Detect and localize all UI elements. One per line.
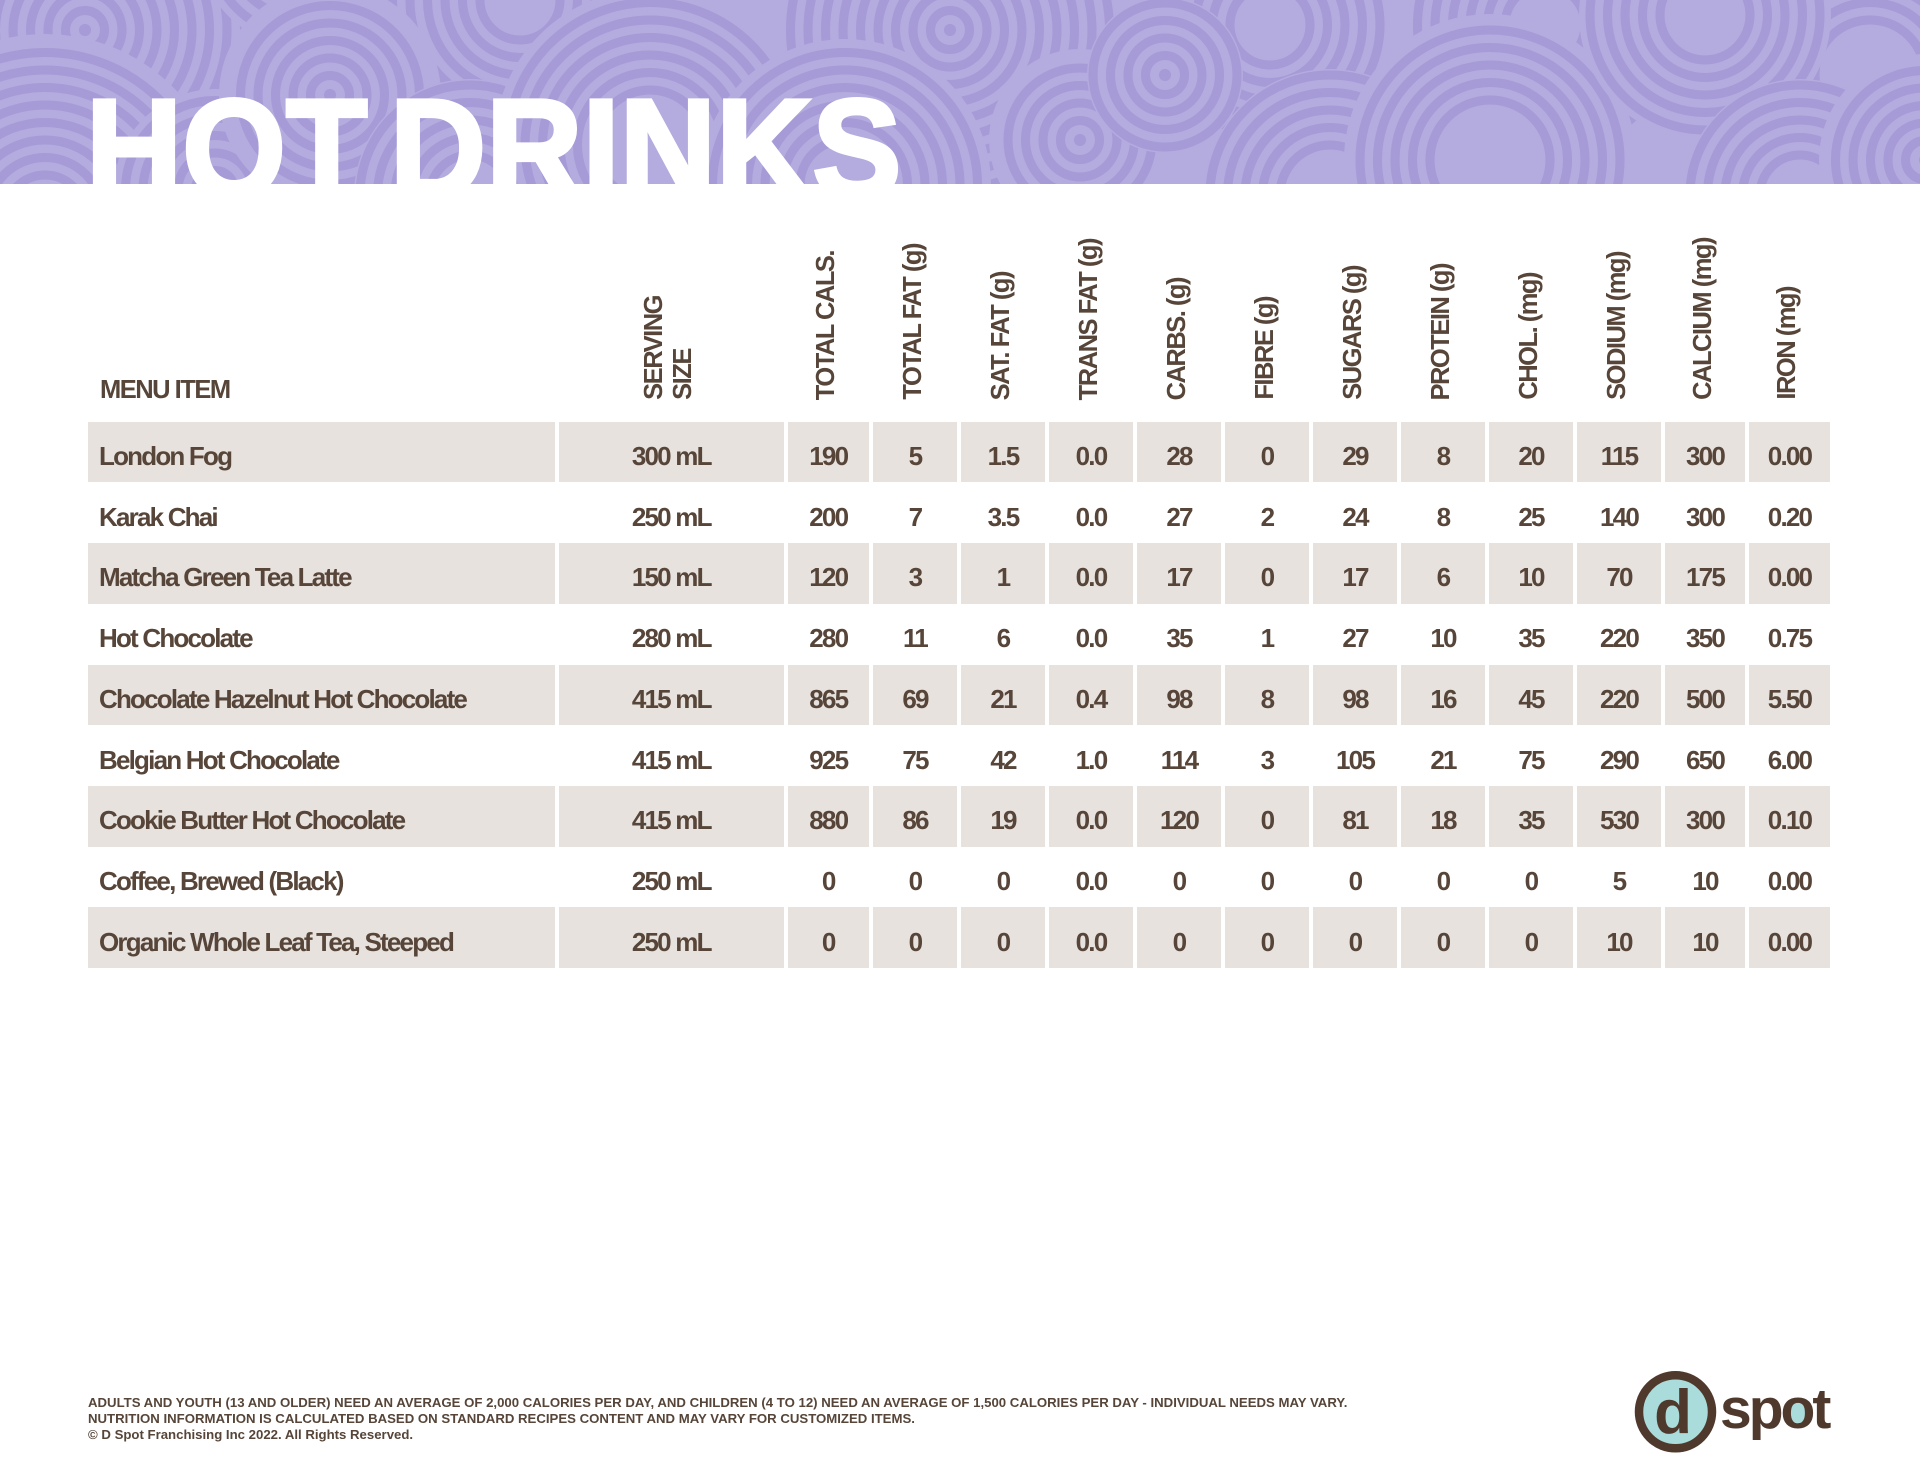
- svg-text:d: d: [1654, 1378, 1692, 1447]
- svg-text:spot: spot: [1720, 1377, 1831, 1441]
